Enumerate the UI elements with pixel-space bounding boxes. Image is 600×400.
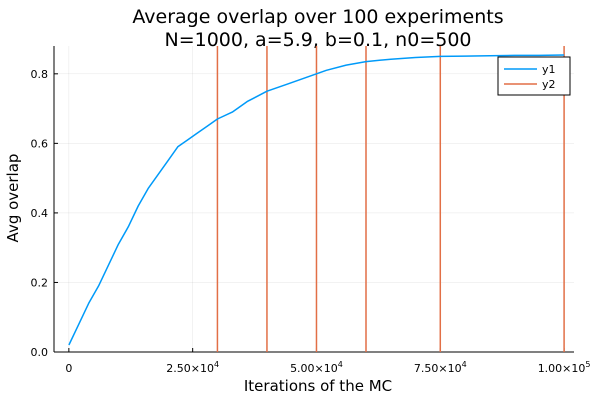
- legend-box: [497, 56, 571, 96]
- tick-labels: 0 2.50×104 5.00×104 7.50×104 1.00×105 0.0 0.2 0…: [31, 68, 591, 375]
- x-axis-label: Iterations of the MC: [244, 377, 392, 395]
- y-tick-label-4: 0.8: [31, 68, 49, 81]
- x-tick-label-1: 2.50×104: [166, 360, 219, 375]
- chart-subtitle: N=1000, a=5.9, b=0.1, n0=500: [164, 29, 471, 51]
- legend: y1 y2: [497, 56, 571, 96]
- y-tick-label-0: 0.0: [31, 346, 49, 359]
- x-tick-label-3: 7.50×104: [414, 360, 467, 375]
- series-y2-vertical-lines: [216, 46, 565, 352]
- y1-line-path: [68, 54, 565, 346]
- x-tick-label-2: 5.00×104: [290, 360, 343, 375]
- y-tick-label-3: 0.6: [31, 137, 49, 150]
- y-tick-label-2: 0.4: [31, 207, 49, 220]
- x-tick-label-0: 0: [65, 362, 72, 375]
- x-tick-label-4: 1.00×105: [538, 360, 591, 375]
- y-tick-label-1: 0.2: [31, 276, 49, 289]
- series-y1-line: [68, 54, 565, 346]
- y-axis-label: Avg overlap: [4, 154, 22, 243]
- chart-title: Average overlap over 100 experiments: [132, 6, 503, 28]
- legend-label-y1: y1: [542, 63, 556, 76]
- legend-label-y2: y2: [542, 78, 556, 91]
